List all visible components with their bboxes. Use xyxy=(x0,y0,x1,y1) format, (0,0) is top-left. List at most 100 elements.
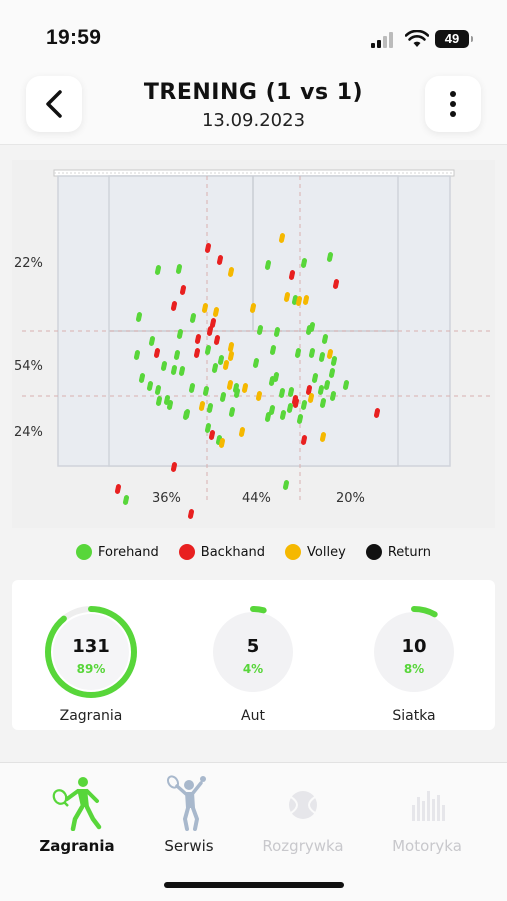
shot-marker xyxy=(273,327,281,337)
shot-marker xyxy=(226,380,234,390)
shot-marker xyxy=(249,303,257,313)
shot-marker xyxy=(193,348,201,358)
zone-label-right: 20% xyxy=(336,491,365,506)
shot-marker xyxy=(228,407,236,417)
shot-marker xyxy=(300,435,308,445)
shot-marker xyxy=(321,334,329,344)
chevron-left-icon xyxy=(46,90,62,118)
shot-marker xyxy=(308,348,316,358)
shot-marker xyxy=(305,385,313,395)
shot-marker xyxy=(264,412,272,422)
serve-player-icon xyxy=(166,775,206,831)
more-menu-button[interactable] xyxy=(425,76,481,132)
legend-item-volley: Volley xyxy=(285,540,346,564)
legend-label: Forehand xyxy=(98,544,159,560)
shot-marker xyxy=(255,391,263,401)
shot-marker xyxy=(307,393,315,403)
tab-rozgrywka[interactable]: Rozgrywka xyxy=(248,775,358,855)
shots-layer xyxy=(114,233,381,519)
shot-marker xyxy=(212,307,220,317)
shot-marker xyxy=(342,380,350,390)
tennis-player-icon xyxy=(52,777,102,831)
shot-marker xyxy=(179,285,187,295)
tab-label: Zagrania xyxy=(39,837,115,855)
shot-marker xyxy=(222,360,230,370)
shot-marker xyxy=(227,342,235,352)
shot-marker xyxy=(213,335,221,345)
wifi-icon xyxy=(405,30,429,47)
shot-marker xyxy=(373,408,381,418)
tab-zagrania[interactable]: Zagrania xyxy=(22,775,132,855)
progress-ring xyxy=(45,606,137,698)
tab-serwis[interactable]: Serwis xyxy=(134,775,244,855)
shot-marker xyxy=(206,326,214,336)
tab-label: Motoryka xyxy=(392,837,462,855)
page-title: TRENING (1 vs 1) xyxy=(143,80,364,105)
stat-aut[interactable]: 5 4% Aut xyxy=(193,604,313,724)
shot-marker xyxy=(233,388,241,398)
shot-marker xyxy=(300,400,308,410)
shot-marker xyxy=(173,350,181,360)
shot-marker xyxy=(133,350,141,360)
shot-marker xyxy=(227,267,235,277)
shot-marker xyxy=(264,260,272,270)
shot-marker xyxy=(217,355,225,365)
stats-card: 131 89% Zagrania 5 4% Aut 10 8% Siatka xyxy=(12,580,495,730)
shot-marker xyxy=(182,410,190,420)
shot-marker xyxy=(283,292,291,302)
shot-marker xyxy=(189,313,197,323)
shot-marker xyxy=(194,334,202,344)
shot-marker xyxy=(329,391,337,401)
shot-marker xyxy=(317,385,325,395)
legend: Forehand Backhand Volley Return xyxy=(0,540,507,564)
shot-marker xyxy=(211,363,219,373)
stat-value: 10 xyxy=(401,636,427,657)
stat-value: 5 xyxy=(246,636,260,657)
shot-marker xyxy=(319,432,327,442)
status-time: 19:59 xyxy=(46,26,102,49)
stat-zagrania[interactable]: 131 89% Zagrania xyxy=(31,604,151,724)
progress-ring xyxy=(368,606,460,698)
shot-marker xyxy=(296,414,304,424)
battery-icon: 49 xyxy=(435,30,473,48)
shot-marker xyxy=(155,396,163,406)
shot-marker xyxy=(295,296,303,306)
shot-marker xyxy=(202,386,210,396)
shot-marker xyxy=(330,356,338,366)
stat-label: Zagrania xyxy=(59,708,123,724)
tennis-ball-icon xyxy=(289,791,317,819)
stat-label: Siatka xyxy=(392,708,436,724)
home-indicator xyxy=(164,882,344,888)
shot-marker xyxy=(154,265,162,275)
shot-marker xyxy=(294,348,302,358)
zone-label-center: 44% xyxy=(242,491,271,506)
legend-item-backhand: Backhand xyxy=(178,540,265,564)
zone-label-deep: 22% xyxy=(14,256,43,271)
zone-label-mid: 54% xyxy=(14,359,43,374)
zone-label-short: 24% xyxy=(14,425,43,440)
shot-marker xyxy=(288,270,296,280)
court-card: 22% 54% 24% 36% 44% 20% xyxy=(12,160,495,528)
shot-marker xyxy=(328,368,336,378)
shot-marker xyxy=(154,385,162,395)
tab-label: Rozgrywka xyxy=(262,837,344,855)
tab-label: Serwis xyxy=(164,837,214,855)
tab-motoryka[interactable]: Motoryka xyxy=(372,775,482,855)
progress-ring xyxy=(207,606,299,698)
shot-marker xyxy=(216,255,224,265)
shot-marker xyxy=(114,484,122,494)
shot-marker xyxy=(146,381,154,391)
shot-marker xyxy=(286,403,294,413)
shot-marker xyxy=(122,495,130,505)
shot-marker xyxy=(319,398,327,408)
stat-siatka[interactable]: 10 8% Siatka xyxy=(354,604,474,724)
stat-percent: 4% xyxy=(242,662,264,676)
back-button[interactable] xyxy=(26,76,82,132)
shot-marker xyxy=(188,383,196,393)
shot-marker xyxy=(138,373,146,383)
shot-marker xyxy=(278,233,286,243)
status-bar: 19:59 49 xyxy=(0,0,507,62)
shot-marker xyxy=(204,345,212,355)
shot-marker xyxy=(323,380,331,390)
legend-dot xyxy=(178,544,195,560)
